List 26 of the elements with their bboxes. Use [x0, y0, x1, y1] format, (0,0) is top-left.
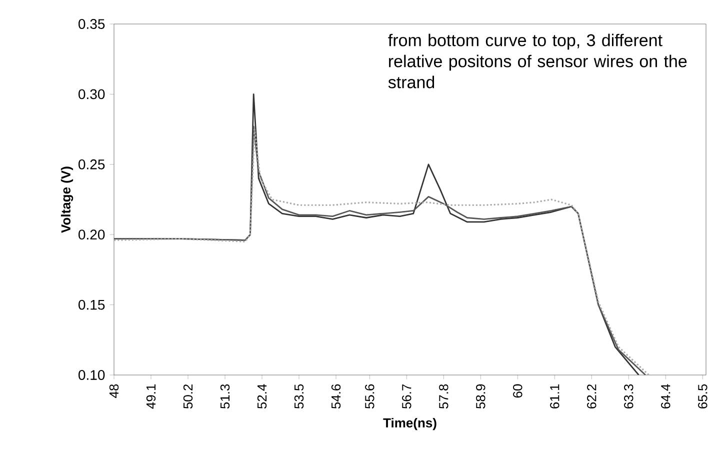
y-tick-label: 0.25: [78, 159, 105, 170]
y-tick-label: 0.30: [78, 89, 105, 100]
x-tick-label: 62.2: [587, 384, 596, 408]
x-tick-label: 58.9: [476, 384, 486, 409]
x-tick-label: 51.3: [220, 384, 230, 409]
y-tick-label: 0.20: [78, 230, 105, 240]
x-tick-label: 49.1: [146, 384, 156, 409]
annotation: from bottom curve to top, 3 different relative positons of sensor wires on the strand: [388, 34, 687, 88]
x-tick-label: 54.6: [331, 384, 341, 409]
y-axis-title: Voltage (V): [60, 166, 74, 233]
y-tick-label: 0.35: [78, 19, 105, 29]
y-tick-label: 0.10: [78, 370, 105, 380]
x-tick-label: 56.7: [402, 384, 412, 409]
x-tick-label: 61.1: [550, 384, 560, 408]
x-tick-label: 64.4: [661, 384, 670, 408]
x-tick-label: 60: [513, 384, 522, 398]
x-tick-label: 57.8: [439, 384, 448, 409]
x-tick-label: 52.4: [257, 384, 267, 409]
x-tick-label: 53.5: [294, 384, 304, 409]
x-tick-label: 50.2: [183, 384, 193, 409]
x-tick-label: 55.6: [365, 384, 374, 409]
x-axis-title: Time(ns): [383, 418, 436, 430]
x-tick-label: 63.3: [624, 384, 634, 408]
y-tick-label: 0.15: [78, 300, 105, 310]
x-tick-label: 48: [109, 384, 119, 398]
x-tick-label: 65.5: [698, 384, 708, 408]
